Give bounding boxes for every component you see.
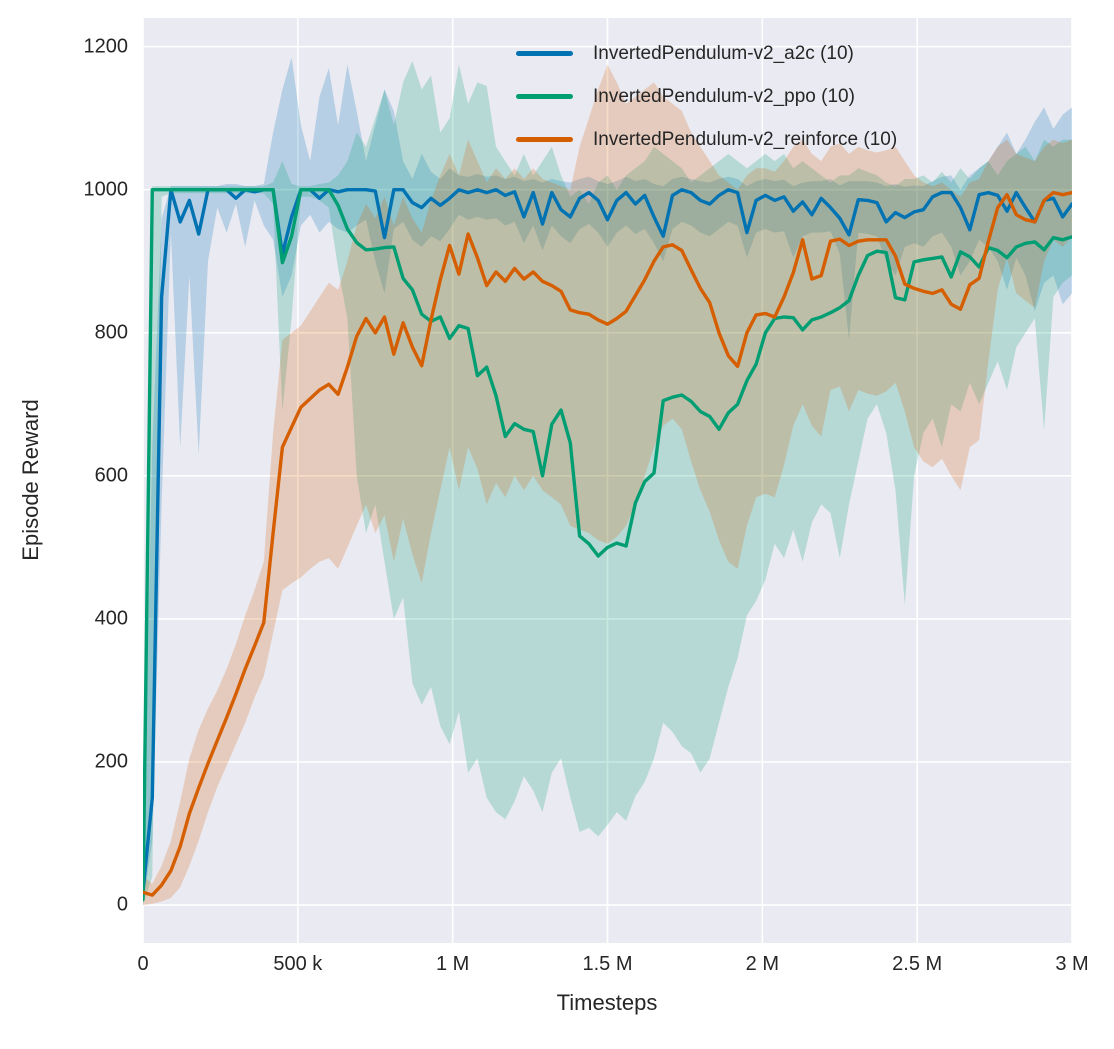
legend-swatch-ppo	[516, 94, 573, 99]
x-tick-label: 0	[137, 953, 149, 975]
legend-swatch-reinforce	[516, 137, 573, 142]
legend-item-ppo: InvertedPendulum-v2_ppo (10)	[516, 75, 897, 118]
y-axis-label: Episode Reward	[18, 399, 43, 561]
legend-label-a2c: InvertedPendulum-v2_a2c (10)	[593, 42, 854, 64]
x-tick-label: 1.5 M	[582, 953, 633, 975]
line-ppo	[143, 187, 1072, 902]
legend-swatch-a2c	[516, 51, 573, 56]
x-tick-label: 3 M	[1055, 953, 1089, 975]
line-reinforce	[143, 190, 1072, 897]
legend-label-reinforce: InvertedPendulum-v2_reinforce (10)	[593, 128, 898, 150]
y-tick-label: 800	[94, 321, 128, 344]
confidence-band-a2c	[143, 57, 1072, 906]
x-tick-label: 1 M	[435, 953, 470, 975]
x-tick-label: 2.5 M	[892, 953, 943, 975]
y-tick-label: 400	[94, 607, 128, 630]
confidence-band-reinforce	[143, 64, 1072, 906]
confidence-band-ppo	[143, 60, 1072, 906]
x-tick-label: 2 M	[745, 953, 779, 975]
grid	[142, 18, 1073, 943]
y-tick-label: 200	[94, 750, 128, 773]
series-layer	[143, 57, 1072, 906]
y-tick-label: 600	[94, 464, 128, 487]
x-tick-label: 500 k	[273, 953, 323, 975]
legend: InvertedPendulum-v2_a2c (10) InvertedPend…	[516, 32, 897, 161]
legend-item-a2c: InvertedPendulum-v2_a2c (10)	[516, 32, 897, 75]
y-tick-label: 1000	[83, 178, 129, 201]
legend-item-reinforce: InvertedPendulum-v2_reinforce (10)	[516, 118, 897, 161]
legend-label-ppo: InvertedPendulum-v2_ppo (10)	[593, 85, 855, 107]
x-axis-label: Timesteps	[556, 990, 658, 1015]
y-tick-label: 1200	[83, 35, 129, 58]
y-tick-label: 0	[116, 893, 128, 916]
